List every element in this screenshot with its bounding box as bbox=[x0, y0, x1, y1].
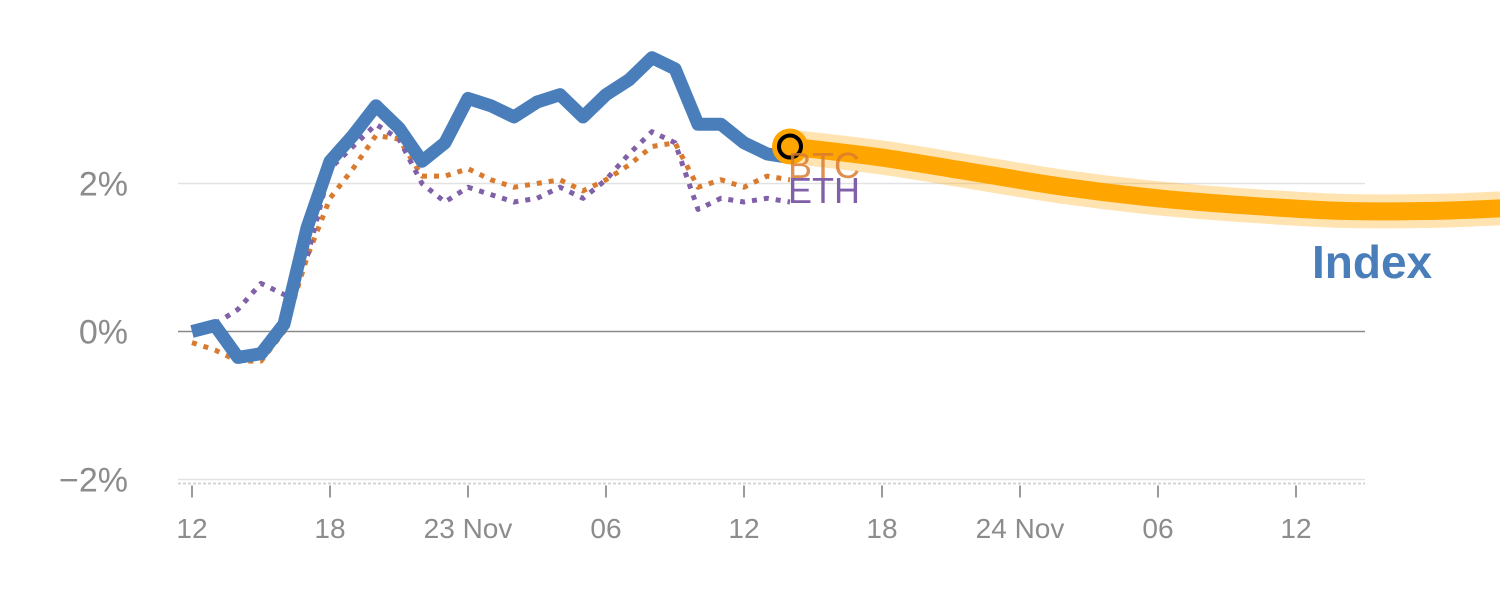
eth-series-label: ETH bbox=[788, 170, 860, 211]
y-tick-label: −2% bbox=[59, 462, 128, 500]
eth-series-line bbox=[191, 121, 791, 331]
y-axis: 2% 0% −2% bbox=[59, 166, 128, 500]
grid-layer bbox=[178, 182, 1365, 485]
y-tick-label: 0% bbox=[79, 314, 128, 352]
x-tick-label: 18 bbox=[866, 513, 897, 544]
index-series-label: Index bbox=[1312, 236, 1433, 288]
x-tick-label: 06 bbox=[590, 513, 621, 544]
series-layer bbox=[190, 51, 1500, 364]
x-tick-label: 23 Nov bbox=[424, 513, 513, 544]
index-series-line bbox=[190, 51, 792, 364]
x-tick-label: 12 bbox=[728, 513, 759, 544]
y-tick-label: 2% bbox=[79, 166, 128, 204]
x-tick-label: 24 Nov bbox=[976, 513, 1065, 544]
x-tick-label: 06 bbox=[1142, 513, 1173, 544]
index-forecast-series-line bbox=[788, 137, 1500, 221]
x-tick-label: 12 bbox=[1280, 513, 1311, 544]
x-tick-label: 18 bbox=[314, 513, 345, 544]
x-tick-label: 12 bbox=[176, 513, 207, 544]
marker-layer bbox=[772, 128, 808, 165]
current-point-ring bbox=[777, 133, 803, 160]
x-axis: 12 18 23 Nov 06 12 18 24 Nov 06 12 bbox=[176, 485, 1312, 544]
btc-series-label: BTC bbox=[788, 145, 860, 186]
